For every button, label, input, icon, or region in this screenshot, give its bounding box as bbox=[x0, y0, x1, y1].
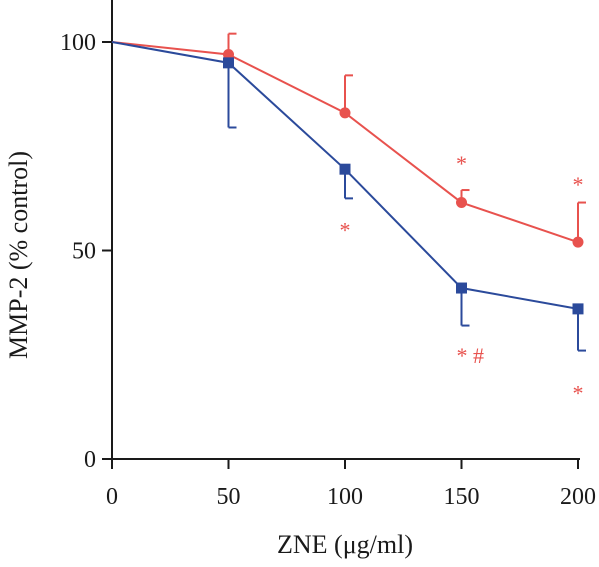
point-s2-3 bbox=[456, 282, 467, 294]
point-s1-2 bbox=[339, 107, 351, 119]
significance-marker-1: * bbox=[456, 151, 467, 176]
y-tick-label-50: 50 bbox=[72, 239, 96, 265]
x-tick-label-100: 100 bbox=[327, 484, 363, 510]
y-tick-label-100: 100 bbox=[60, 30, 96, 56]
series-1 bbox=[111, 32, 586, 248]
x-tick-label-0: 0 bbox=[106, 484, 118, 510]
y-tick-label-0: 0 bbox=[84, 447, 96, 473]
series-layer bbox=[111, 32, 586, 352]
point-s2-2 bbox=[339, 163, 351, 175]
x-axis: 0 50 100 150 200 bbox=[106, 458, 596, 510]
y-axis: 0 50 100 bbox=[60, 0, 113, 473]
y-axis-label: MMP-2 (% control) bbox=[4, 151, 33, 359]
point-s2-1 bbox=[223, 57, 234, 69]
series-line-1 bbox=[111, 41, 579, 244]
point-s2-4 bbox=[572, 303, 584, 315]
significance-marker-2: * bbox=[573, 172, 584, 197]
x-tick-label-200: 200 bbox=[560, 484, 596, 510]
significance-marker-5: * bbox=[573, 380, 584, 405]
point-s1-4 bbox=[572, 236, 584, 248]
point-s1-3 bbox=[456, 197, 467, 209]
significance-marker-3: * bbox=[340, 218, 351, 243]
x-axis-label: ZNE (μg/ml) bbox=[277, 530, 413, 559]
x-tick-label-150: 150 bbox=[444, 484, 480, 510]
point-s1-1 bbox=[223, 49, 234, 61]
annotation-layer: * * * * # * bbox=[340, 151, 584, 405]
significance-marker-4: * # bbox=[457, 343, 485, 368]
x-tick-label-50: 50 bbox=[217, 484, 241, 510]
series-2 bbox=[111, 41, 586, 352]
